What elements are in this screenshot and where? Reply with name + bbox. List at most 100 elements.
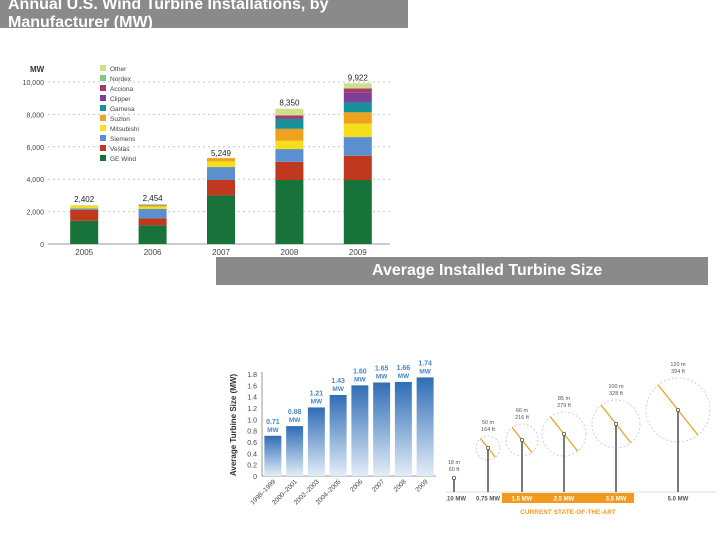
bar-segment	[207, 158, 235, 162]
bar	[416, 377, 434, 476]
rotor-diameter-m: 18 m	[448, 460, 461, 466]
y-tick-label: 0.6	[247, 440, 257, 447]
value-label: 1.60	[353, 368, 367, 375]
bar-segment	[70, 209, 99, 221]
turbine-hub	[520, 438, 525, 443]
rotor-diameter-ft: 394 ft	[671, 369, 685, 375]
legend-swatch	[100, 65, 106, 71]
bar-segment	[70, 206, 99, 209]
rotor-diameter-ft: 328 ft	[609, 391, 623, 397]
x-tick-label: 2005	[75, 248, 93, 257]
bar-segment	[343, 102, 372, 113]
bar-segment	[138, 204, 167, 206]
bar-segment	[275, 118, 304, 129]
bar-segment	[275, 161, 304, 181]
rotor-diameter-ft: 279 ft	[557, 403, 571, 409]
legend: Other Nordex Acciona Clipper Gamesa Suzlon Mit…	[100, 65, 139, 163]
value-unit-label: MW	[311, 398, 323, 405]
value-label: 0.71	[266, 419, 280, 426]
legend-label: Acciona	[110, 86, 134, 93]
legend-swatch	[100, 155, 106, 161]
bar	[286, 426, 304, 476]
y-tick-label: 0.2	[247, 463, 257, 470]
bar	[394, 381, 412, 476]
bar	[264, 435, 282, 476]
state-of-art-label: CURRENT STATE-OF-THE-ART	[520, 509, 616, 516]
total-label: 9,922	[348, 73, 369, 82]
y-tick-label: 2,000	[26, 210, 44, 217]
rotor-diameter-m: 100 m	[608, 384, 624, 390]
x-tick-label: 2006	[349, 478, 364, 493]
y-tick-label: 0	[253, 474, 257, 481]
bar-segment	[343, 155, 372, 181]
bar-segment	[275, 128, 304, 141]
value-unit-label: MW	[267, 427, 279, 434]
turbine-group: CURRENT STATE-OF-THE-ART 18 m60 ft 0.10 MW…	[446, 362, 716, 516]
total-label: 5,249	[211, 149, 232, 158]
legend-label: Mitsubishi	[110, 126, 139, 133]
x-tick-label: 2009	[414, 478, 429, 493]
bar-segment	[275, 115, 304, 119]
value-label: 1.74	[418, 360, 432, 367]
legend-swatch	[100, 95, 106, 101]
x-tick-label: 2008	[281, 248, 299, 257]
value-label: 0.88	[288, 409, 302, 416]
turbine-hub	[486, 446, 491, 451]
rotor-diameter-m: 120 m	[670, 362, 686, 368]
bar-segment	[275, 149, 304, 162]
bar-segment	[343, 180, 372, 244]
bar-segment	[207, 180, 235, 196]
rotor-diameter-ft: 216 ft	[515, 415, 529, 421]
bar-segment	[70, 208, 99, 210]
y-tick-label: 0	[40, 242, 44, 249]
turbine-size-bar-chart: Average Turbine Size (MW) 0 0.2 0.4 0.6 0.8 1.…	[229, 360, 436, 506]
legend-label: Gamesa	[110, 106, 135, 113]
y-tick-label: 1.8	[247, 372, 257, 379]
y-tick-label: 8,000	[26, 112, 44, 119]
bar	[307, 407, 325, 476]
section-title: Average Installed Turbine Size	[372, 262, 603, 279]
x-tick-label: 2008	[393, 478, 408, 493]
y-tick-label: 10,000	[23, 80, 45, 87]
bar-segment	[138, 218, 167, 226]
bar	[329, 394, 347, 476]
rotor-diameter-m: 85 m	[558, 396, 571, 402]
legend-label: Other	[110, 66, 127, 73]
plot-area: Average Turbine Size (MW) 0 0.2 0.4 0.6 0.8 1.…	[229, 360, 436, 506]
bar-segment	[207, 161, 235, 168]
stacked-bar-chart: MW 0 2,000 4,000 6,000 8,000 10,000 2,402 2005 2,…	[23, 65, 390, 257]
legend-label: Vestas	[110, 146, 130, 153]
bar-segment	[275, 180, 304, 244]
y-tick-label: 0.8	[247, 429, 257, 436]
y-tick-label: 0.4	[247, 451, 257, 458]
bar-segment	[138, 225, 167, 244]
value-unit-label: MW	[332, 386, 344, 393]
legend-swatch	[100, 135, 106, 141]
chart-title: Annual U.S. Wind Turbine Installations, …	[8, 0, 329, 31]
bar-segment	[275, 108, 304, 116]
bar-segment	[343, 123, 372, 138]
bar-segment	[70, 220, 99, 244]
turbine-mw-label: 3.5 MW	[606, 497, 627, 503]
turbine-mw-label: 5.0 MW	[668, 497, 689, 503]
bar-segment	[343, 83, 372, 89]
rotor-diameter-ft: 164 ft	[481, 427, 495, 433]
y-tick-label: 1.6	[247, 383, 257, 390]
legend-swatch	[100, 145, 106, 151]
bar-segment	[343, 137, 372, 156]
value-unit-label: MW	[289, 417, 301, 424]
y-axis-label: MW	[30, 65, 45, 74]
y-axis-label: Average Turbine Size (MW)	[229, 374, 238, 477]
legend-swatch	[100, 75, 106, 81]
legend-swatch	[100, 125, 106, 131]
legend-swatch	[100, 105, 106, 111]
bar-segment	[343, 92, 372, 103]
bar-segment	[207, 167, 235, 181]
rotor-diameter-m: 66 m	[516, 408, 529, 414]
legend-label: Siemens	[110, 136, 136, 143]
bar-segment	[138, 205, 167, 207]
bar-segment	[207, 195, 235, 244]
value-label: 1.65	[375, 366, 389, 373]
turbine-diagram: CURRENT STATE-OF-THE-ART 18 m60 ft 0.10 MW…	[446, 362, 716, 516]
rotor-circle	[475, 435, 501, 461]
